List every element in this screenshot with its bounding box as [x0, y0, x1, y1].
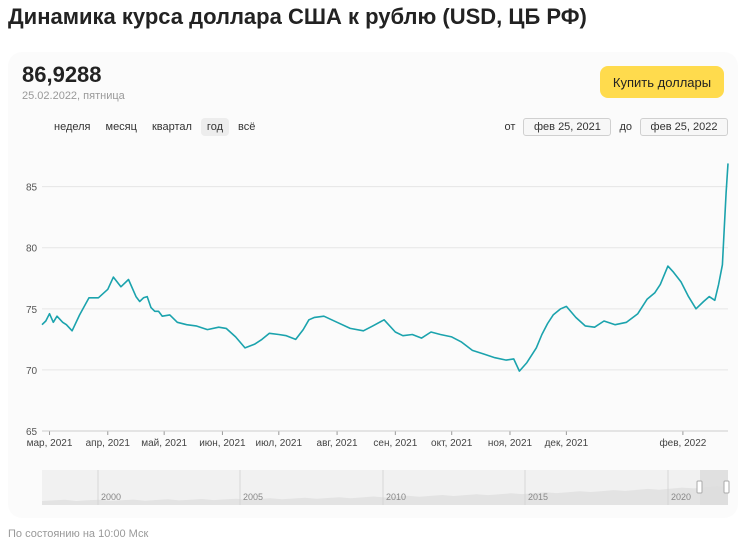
- navigator-tick-label: 2010: [386, 492, 406, 502]
- date-range: от фев 25, 2021 до фев 25, 2022: [497, 118, 728, 136]
- x-tick-label: июл, 2021: [256, 438, 303, 449]
- y-axis-ticks: 65 70 75 80 85: [26, 183, 38, 438]
- x-tick-label: дек, 2021: [545, 438, 589, 449]
- navigator-area: [42, 486, 728, 505]
- series-line: [41, 163, 729, 372]
- y-tick-label: 65: [26, 427, 38, 438]
- range-from-label: от: [504, 121, 516, 133]
- x-tick-label: мар, 2021: [27, 438, 73, 449]
- range-to-label: до: [619, 121, 632, 133]
- y-tick-label: 80: [26, 244, 38, 255]
- tab-all[interactable]: всё: [238, 121, 256, 133]
- range-navigator[interactable]: 2000 2005 2010 2015 2020: [42, 470, 730, 505]
- x-tick-label: окт, 2021: [431, 438, 473, 449]
- navigator-tick-label: 2000: [101, 492, 121, 502]
- x-tick-label: июн, 2021: [199, 438, 246, 449]
- tab-month[interactable]: месяц: [105, 121, 137, 133]
- range-to-input[interactable]: фев 25, 2022: [640, 118, 728, 136]
- y-tick-label: 85: [26, 183, 38, 194]
- tab-week[interactable]: неделя: [54, 121, 91, 133]
- tab-quarter[interactable]: квартал: [151, 121, 192, 133]
- x-tick-label: ноя, 2021: [488, 438, 533, 449]
- y-tick-label: 70: [26, 366, 38, 377]
- x-tick-label: фев, 2022: [659, 437, 706, 449]
- navigator-handle-left: [696, 480, 703, 494]
- series-line-group: [41, 163, 729, 372]
- y-tick-label: 75: [26, 305, 38, 316]
- navigator-selection: [700, 470, 728, 505]
- tab-year[interactable]: год: [200, 118, 229, 136]
- x-tick-label: май, 2021: [141, 438, 187, 449]
- x-tick-label: сен, 2021: [373, 438, 417, 449]
- chart-grid: [42, 186, 728, 432]
- navigator-tick-label: 2005: [243, 492, 263, 502]
- range-from-input[interactable]: фев 25, 2021: [523, 118, 612, 136]
- chart-card: 86,9288 25.02.2022, пятница Купить долла…: [8, 52, 738, 518]
- navigator-handle-right: [723, 480, 730, 494]
- buy-dollars-button[interactable]: Купить доллары: [600, 66, 724, 98]
- page-title: Динамика курса доллара США к рублю (USD,…: [8, 4, 587, 29]
- x-tick-label: авг, 2021: [317, 438, 359, 449]
- rate-date: 25.02.2022, пятница: [22, 90, 125, 102]
- x-axis-ticks: мар, 2021 апр, 2021 май, 2021 июн, 2021 июл,…: [27, 430, 728, 449]
- navigator-tick-label: 2020: [671, 492, 691, 502]
- navigator-tick-label: 2015: [528, 492, 548, 502]
- period-tabs: неделя месяц квартал год всё: [48, 118, 261, 136]
- rate-value: 86,9288: [22, 62, 102, 87]
- x-tick-label: апр, 2021: [86, 438, 131, 449]
- footnote: По состоянию на 10:00 Мск: [8, 528, 149, 540]
